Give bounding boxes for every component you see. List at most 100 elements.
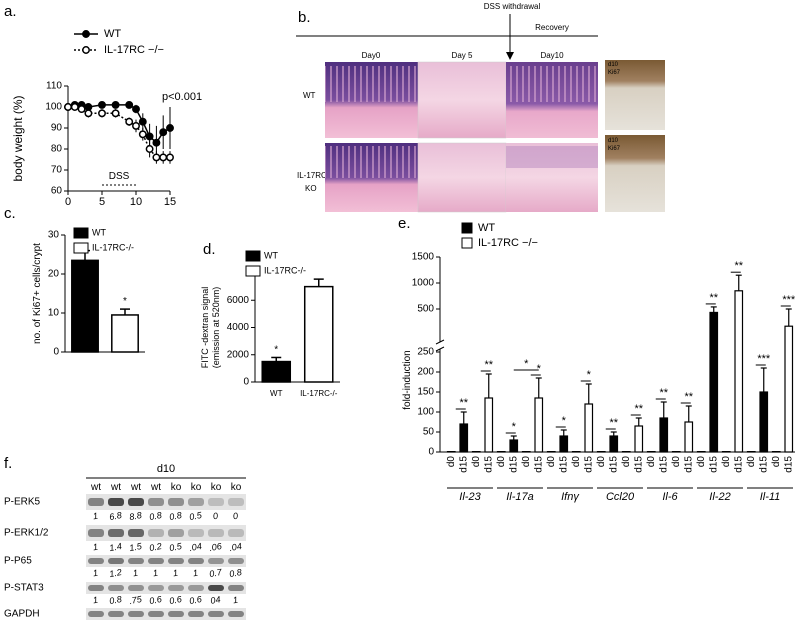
- y-tick-label: 0: [428, 447, 434, 458]
- category-label: Il-23: [459, 491, 481, 503]
- legend-label: IL-17RC-/-: [92, 242, 134, 252]
- band: [108, 558, 124, 564]
- band: [88, 611, 104, 617]
- marker: [167, 125, 173, 131]
- band: [168, 611, 184, 617]
- marker: [65, 104, 71, 110]
- band: [108, 529, 124, 537]
- arrow-head: [506, 52, 514, 60]
- x-tick-label: d0: [746, 456, 757, 468]
- band: [108, 498, 124, 506]
- band: [128, 558, 144, 564]
- x-tick-label: d15: [683, 456, 694, 473]
- quantification: 1: [172, 568, 179, 579]
- band: [168, 585, 184, 591]
- quantification: 0: [232, 511, 239, 522]
- marker: [146, 146, 152, 152]
- legend-swatch: [462, 238, 472, 248]
- panel-label: c.: [4, 205, 16, 222]
- legend-label: WT: [92, 227, 106, 237]
- band: [108, 585, 124, 591]
- y-tick-label: 30: [48, 230, 60, 241]
- stain-label: d10: [608, 138, 619, 144]
- quantification: 0.8: [108, 594, 122, 606]
- quantification: .06: [208, 541, 222, 553]
- bar: [305, 287, 333, 382]
- column-label: Day0: [362, 51, 381, 60]
- y-tick-label: 20: [48, 269, 60, 280]
- bar: [735, 291, 743, 452]
- significance: **: [634, 403, 643, 415]
- y-tick-label: 60: [51, 186, 63, 197]
- quantification: 0.8: [168, 510, 182, 522]
- y-tick-label: 4000: [227, 322, 250, 333]
- x-tick-label: WT: [270, 389, 283, 398]
- category-label: Il-17a: [506, 491, 534, 503]
- band: [228, 558, 244, 564]
- x-tick-label: d15: [508, 456, 519, 473]
- significance: *: [274, 344, 278, 355]
- legend-label: WT: [478, 222, 495, 234]
- phase-label: Recovery: [535, 23, 569, 32]
- column-label: Day10: [540, 51, 564, 60]
- marker: [160, 129, 166, 135]
- significance: **: [609, 417, 618, 429]
- marker: [133, 123, 139, 129]
- quantification: 0.2: [148, 541, 162, 553]
- quantification: 0.7: [208, 567, 223, 579]
- quantification: 0.6: [168, 594, 182, 606]
- bar: [112, 315, 138, 352]
- quantification: .04: [188, 541, 202, 553]
- x-tick-label: d0: [646, 456, 657, 468]
- x-tick-label: d15: [658, 456, 669, 473]
- x-tick-label: d0: [621, 456, 632, 468]
- row-label: KO: [305, 184, 317, 193]
- row-label: P-ERK1/2: [4, 528, 49, 539]
- band: [168, 529, 184, 537]
- x-tick-label: d0: [471, 456, 482, 468]
- legend-marker: [83, 47, 89, 53]
- significance: *: [524, 358, 529, 370]
- row-label: P-STAT3: [4, 583, 44, 594]
- quantification: 1.4: [108, 541, 122, 553]
- legend-label: WT: [264, 250, 278, 260]
- marker: [126, 102, 132, 108]
- quantification: 1: [132, 568, 139, 579]
- quantification: 1.2: [108, 567, 122, 579]
- quantification: 0.5: [168, 541, 183, 553]
- band: [128, 529, 144, 537]
- quantification: .04: [228, 541, 242, 553]
- bar: [660, 418, 668, 452]
- y-tick-label: 100: [45, 102, 62, 113]
- annotation: p<0.001: [162, 91, 202, 103]
- bar: [510, 440, 518, 452]
- legend-label: IL-17RC −/−: [478, 237, 538, 249]
- band: [88, 585, 104, 591]
- x-tick-label: d15: [458, 456, 469, 473]
- x-tick-label: d15: [558, 456, 569, 473]
- row-label: IL-17RC: [297, 171, 327, 180]
- quantification: 1: [92, 568, 99, 579]
- x-tick-label: d0: [546, 456, 557, 468]
- lane-label: ko: [211, 482, 222, 493]
- marker: [146, 133, 152, 139]
- legend-swatch: [74, 228, 88, 238]
- bar: [585, 404, 593, 452]
- quantification: 1: [232, 595, 239, 606]
- x-tick-label: d0: [446, 456, 457, 468]
- marker: [112, 110, 118, 116]
- x-tick-label: 0: [65, 196, 71, 208]
- x-tick-label: 10: [130, 196, 142, 208]
- band: [188, 529, 204, 537]
- bar: [785, 326, 793, 452]
- band: [208, 498, 224, 506]
- lane-label: wt: [90, 482, 101, 493]
- y-tick-label: 1000: [412, 278, 435, 289]
- y-axis-label: (emission at 520nm): [211, 287, 221, 369]
- y-axis-label: no. of Ki67+ cells/crypt: [32, 243, 43, 344]
- category-label: Il-22: [709, 491, 730, 503]
- panel-label: e.: [398, 215, 411, 232]
- x-tick-label: d0: [496, 456, 507, 468]
- marker: [126, 119, 132, 125]
- y-tick-label: 0: [243, 377, 249, 388]
